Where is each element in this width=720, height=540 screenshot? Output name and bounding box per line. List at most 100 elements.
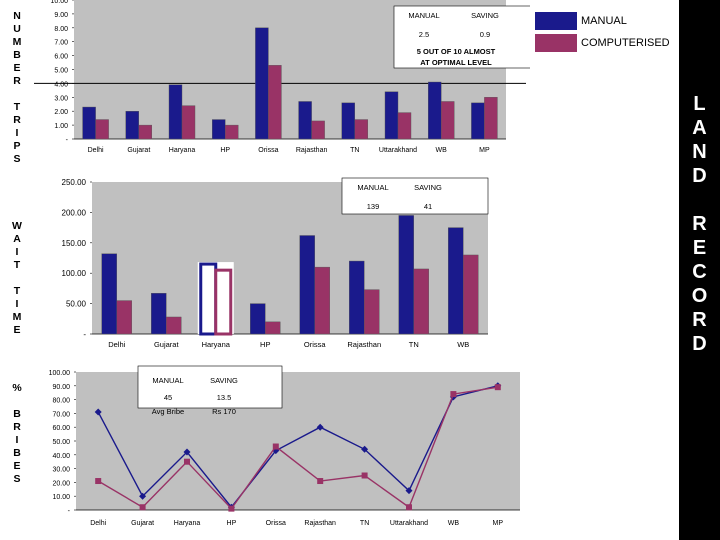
bar-computerised — [214, 268, 233, 336]
bribes-chart: - 10.00 20.00 30.00 40.00 50.00 60.00 70.00 80.0… — [49, 365, 520, 527]
bar-manual — [199, 262, 218, 336]
point-manual — [94, 408, 102, 416]
y-tick-label: 70.00 — [52, 411, 70, 418]
point-computerised — [184, 458, 190, 465]
bar-manual — [298, 101, 312, 140]
x-tick-label: Delhi — [88, 147, 104, 154]
bar-manual — [211, 119, 226, 140]
x-tick-label: Haryana — [169, 147, 196, 154]
note-value-manual: 2.5 — [419, 30, 429, 39]
bar-computerised — [314, 266, 330, 335]
point-computerised — [450, 391, 457, 398]
point-computerised — [95, 478, 102, 485]
legend-item-computerised: COMPUTERISED — [535, 34, 670, 52]
bar-manual — [471, 102, 485, 140]
bar-computerised — [484, 97, 498, 140]
bribes-axis-label: % B R I B E S — [12, 382, 22, 485]
bar-computerised — [265, 321, 281, 335]
bar-manual — [299, 235, 315, 335]
note-value-saving: 41 — [424, 202, 432, 211]
y-tick-label: 50.00 — [66, 300, 87, 309]
note-line-1: 5 OUT OF 10 ALMOST — [417, 47, 496, 56]
note-col-saving: SAVING — [471, 11, 499, 20]
bar-computerised — [364, 289, 380, 335]
legend-item-manual: MANUAL — [535, 12, 627, 30]
point-computerised — [494, 384, 501, 391]
bar-computerised — [268, 65, 282, 140]
bar-manual — [101, 253, 117, 335]
point-manual — [183, 448, 191, 456]
bar-manual — [448, 227, 464, 335]
y-tick-label: 100.00 — [49, 370, 71, 377]
y-tick-label: 10.00 — [50, 0, 68, 5]
y-tick-label: 3.00 — [54, 95, 68, 102]
y-tick-label: 250.00 — [62, 178, 87, 187]
x-tick-label: WB — [448, 520, 460, 527]
y-tick-label: 80.00 — [52, 398, 70, 405]
legend-swatch-computerised — [535, 34, 577, 52]
bar-computerised — [181, 105, 196, 140]
x-tick-label: MP — [479, 147, 490, 154]
trips-chart: - 1.00 2.00 3.00 4.00 5.00 6.00 7.00 8.00 9.00 10.… — [34, 0, 530, 154]
bar-computerised — [224, 124, 239, 140]
note-col-manual: MANUAL — [408, 11, 439, 20]
x-tick-label: WB — [457, 340, 469, 349]
x-tick-label: Delhi — [90, 520, 106, 527]
x-tick-label: Gujarat — [154, 340, 180, 349]
y-tick-label: 10.00 — [52, 494, 70, 501]
y-tick-label: 200.00 — [62, 208, 87, 217]
bribes-note-box: MANUAL SAVING 45 13.5 Avg Bribe Rs 170 — [137, 365, 283, 416]
note-sub-rs: Rs 170 — [212, 407, 236, 416]
y-tick-label: 9.00 — [54, 12, 68, 19]
note-value-saving: 13.5 — [217, 393, 232, 402]
note-col-manual: MANUAL — [357, 183, 388, 192]
line-computerised — [97, 386, 498, 510]
point-manual — [139, 492, 147, 500]
note-value-manual: 139 — [367, 202, 380, 211]
bar-manual — [255, 27, 269, 140]
bar-computerised — [354, 119, 368, 140]
legend-label-computerised: COMPUTERISED — [581, 37, 670, 49]
point-computerised — [139, 504, 146, 511]
x-tick-label: TN — [409, 340, 419, 349]
y-tick-label: - — [66, 137, 69, 144]
note-line-2: AT OPTIMAL LEVEL — [420, 58, 492, 67]
bar-manual — [250, 303, 266, 335]
wait-time-axis-label: W A I T T I M E — [12, 220, 22, 336]
x-tick-label: HP — [260, 340, 270, 349]
x-tick-label: Gujarat — [127, 147, 150, 154]
bar-computerised — [166, 316, 182, 335]
note-value-saving: 0.9 — [480, 30, 490, 39]
x-tick-label: Orissa — [304, 340, 326, 349]
y-tick-label: 100.00 — [62, 269, 87, 278]
bar-computerised — [413, 268, 429, 335]
y-tick-label: 2.00 — [54, 109, 68, 116]
bar-computerised — [311, 120, 325, 140]
bar-manual — [168, 84, 183, 140]
y-tick-label: 90.00 — [52, 384, 70, 391]
trips-axis-label: N U M B E R T R I P S — [12, 10, 22, 165]
point-manual — [405, 487, 413, 495]
legend-swatch-manual — [535, 12, 577, 30]
bar-computerised — [116, 300, 132, 335]
note-value-manual: 45 — [164, 393, 172, 402]
y-tick-label: 7.00 — [54, 40, 68, 47]
note-background — [393, 5, 530, 69]
wait-time-note-box: MANUAL SAVING 139 41 — [341, 177, 489, 215]
x-tick-label: Orissa — [258, 147, 278, 154]
wait-time-chart: - 50.00 100.00 150.00 200.00 250.00 Delhi Gujar… — [62, 177, 489, 349]
bar-manual — [151, 293, 167, 335]
point-computerised — [406, 504, 412, 511]
bar-manual — [384, 91, 399, 140]
land-record-text: L A N D R E C O R D — [691, 93, 708, 355]
x-tick-label: Orissa — [266, 520, 286, 527]
x-tick-label: Rajasthan — [347, 340, 381, 349]
point-computerised — [228, 505, 235, 512]
bar-computerised — [463, 254, 479, 335]
land-record-panel: L A N D R E C O R D — [679, 0, 720, 540]
x-tick-label: WB — [436, 147, 448, 154]
y-tick-label: 20.00 — [52, 480, 70, 487]
bar-manual — [349, 260, 365, 335]
x-tick-label: Gujarat — [131, 520, 154, 527]
note-background — [341, 177, 489, 215]
